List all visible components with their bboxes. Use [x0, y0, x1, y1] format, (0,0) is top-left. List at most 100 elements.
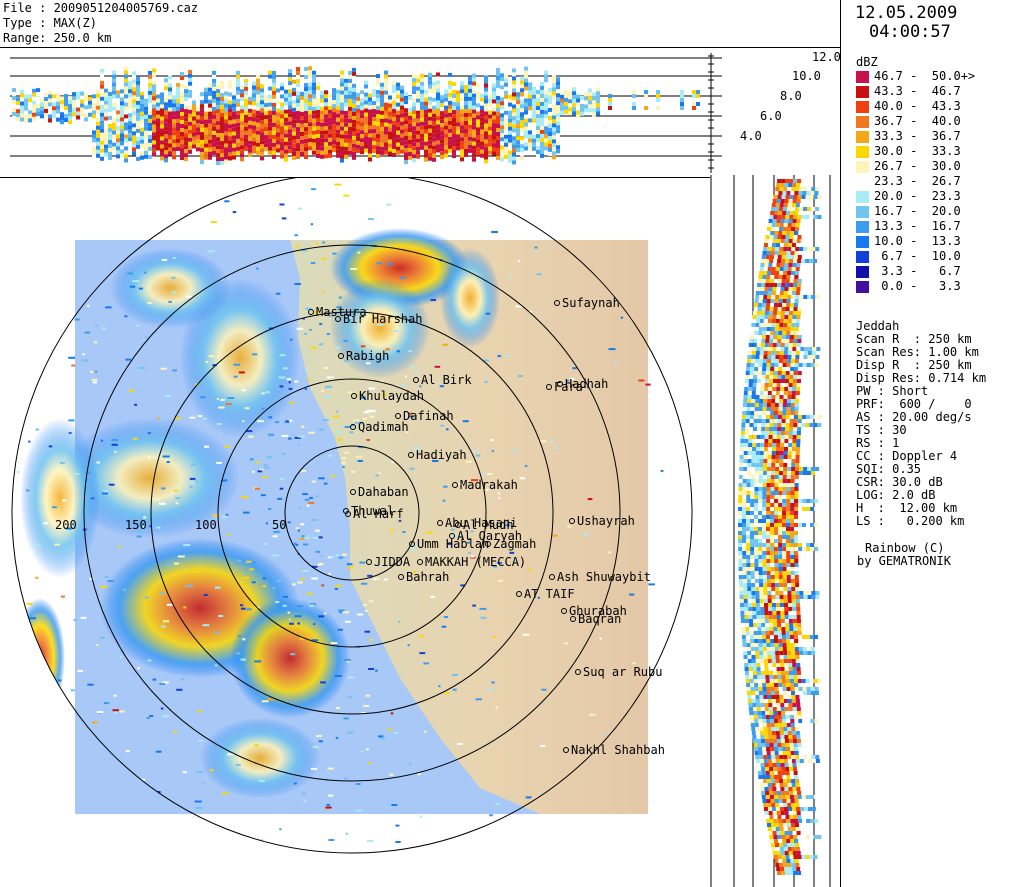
side-echo-cell [807, 591, 812, 595]
top-echo-cell [396, 90, 400, 95]
side-echo-cell [787, 695, 792, 699]
side-echo-cell [787, 591, 792, 595]
top-echo-cell [416, 142, 420, 147]
top-echo-cell [92, 134, 96, 139]
top-echo-cell [448, 124, 452, 129]
side-echo-cell [782, 251, 787, 255]
side-echo-cell [769, 427, 774, 431]
top-echo-cell [236, 86, 240, 91]
top-echo-cell [180, 148, 184, 153]
top-echo-cell [380, 78, 384, 83]
top-echo-cell [148, 126, 152, 131]
top-echo-cell [244, 82, 248, 87]
top-echo-cell [532, 98, 536, 103]
top-echo-cell [192, 116, 196, 121]
side-echo-cell [814, 691, 819, 695]
side-echo-cell [750, 407, 755, 411]
top-echo-cell [364, 120, 368, 125]
side-echo-cell [766, 491, 771, 495]
top-echo-cell [136, 148, 140, 153]
side-echo-cell [742, 491, 747, 495]
echo-cluster [110, 248, 230, 328]
top-echo-cell [496, 99, 500, 104]
top-echo-cell [540, 81, 544, 86]
top-echo-cell [696, 94, 700, 98]
top-echo-cell [384, 78, 388, 83]
top-echo-cell [152, 96, 156, 101]
top-echo-cell [416, 122, 420, 127]
side-echo-cell [767, 599, 772, 603]
side-echo-cell [786, 471, 791, 475]
echo-cell [286, 393, 289, 396]
top-echo-cell [124, 154, 128, 159]
top-echo-cell [480, 97, 484, 102]
top-echo-cell [532, 118, 536, 123]
side-echo-cell [762, 303, 767, 307]
side-echo-cell [770, 559, 775, 563]
top-echo-cell [260, 132, 264, 137]
top-echo-cell [96, 129, 100, 134]
side-echo-cell [811, 295, 816, 299]
side-echo-cell [781, 871, 786, 875]
side-echo-cell [754, 507, 759, 511]
side-echo-cell [742, 647, 747, 651]
side-echo-cell [759, 591, 764, 595]
side-echo-cell [761, 631, 766, 635]
top-echo-cell [536, 150, 540, 155]
side-echo-cell [744, 667, 749, 671]
side-echo-cell [785, 335, 790, 339]
side-echo-cell [766, 327, 771, 331]
side-echo-cell [754, 719, 759, 723]
side-echo-cell [778, 819, 783, 823]
top-echo-cell [380, 90, 384, 95]
top-echo-cell [368, 157, 372, 162]
top-echo-cell [184, 93, 188, 98]
top-echo-cell [328, 125, 332, 130]
side-echo-cell [768, 387, 773, 391]
top-echo-cell [544, 94, 548, 99]
side-echo-cell [794, 567, 799, 571]
side-echo-cell [778, 639, 783, 643]
side-echo-cell [774, 543, 779, 547]
side-echo-cell [758, 723, 763, 727]
side-echo-cell [763, 295, 768, 299]
side-echo-cell [796, 663, 801, 667]
echo-cell [225, 513, 229, 516]
side-echo-cell [797, 279, 802, 283]
top-echo-cell [468, 112, 472, 117]
top-echo-cell [152, 148, 156, 153]
side-echo-cell [783, 755, 788, 759]
side-echo-cell [777, 335, 782, 339]
side-echo-cell [786, 411, 791, 415]
top-echo-cell [544, 78, 548, 83]
side-echo-cell [754, 475, 759, 479]
side-echo-cell [786, 559, 791, 563]
side-echo-cell [776, 667, 781, 671]
echo-cell [258, 779, 265, 782]
top-echo-cell [44, 104, 48, 109]
top-echo-cell [404, 132, 408, 137]
side-echo-cell [738, 475, 743, 479]
top-echo-cell [200, 132, 204, 137]
side-echo-cell [783, 351, 788, 355]
top-echo-cell [412, 130, 416, 135]
top-echo-cell [392, 144, 396, 149]
side-echo-cell [757, 675, 762, 679]
top-echo-cell [164, 142, 168, 147]
top-echo-cell [492, 103, 496, 108]
side-echo-cell [738, 527, 743, 531]
top-echo-cell [280, 94, 284, 99]
side-echo-cell [781, 427, 786, 431]
side-echo-cell [754, 683, 759, 687]
side-echo-cell [784, 431, 789, 435]
top-echo-cell [208, 123, 212, 128]
top-echo-cell [284, 121, 288, 126]
top-echo-cell [328, 141, 332, 146]
side-echo-cell [761, 339, 766, 343]
side-echo-cell [775, 463, 780, 467]
top-echo-cell [540, 109, 544, 114]
top-echo-cell [216, 149, 220, 154]
side-echo-cell [762, 551, 767, 555]
top-echo-cell [428, 136, 432, 141]
top-echo-cell [592, 104, 596, 109]
